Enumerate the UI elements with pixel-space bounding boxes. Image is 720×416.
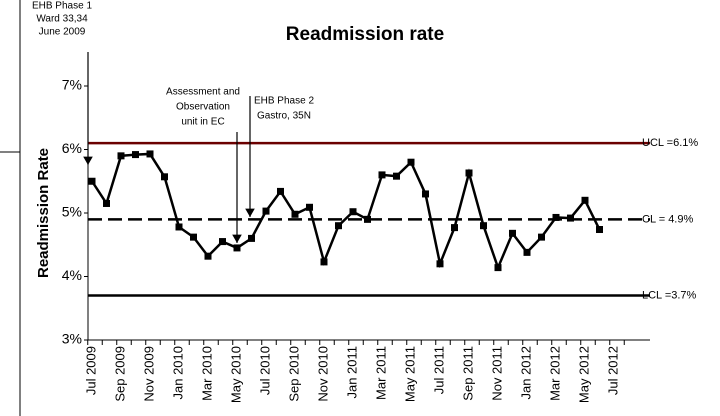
x-tick-label: Nov 2011 (489, 346, 504, 401)
data-point (378, 171, 386, 179)
series-line (90, 152, 601, 272)
data-point (567, 214, 574, 222)
y-axis-label: Readmission Rate (35, 148, 52, 278)
data-point (364, 215, 371, 223)
data-point (509, 229, 516, 237)
annotation-text: Observation (176, 102, 230, 113)
x-tick-label: May 2011 (402, 346, 417, 402)
annotation-text: Ward 33,34 (36, 14, 88, 25)
data-point (581, 196, 589, 204)
data-point (494, 264, 502, 272)
data-point (451, 224, 458, 232)
data-point (132, 151, 139, 159)
data-point (335, 222, 342, 230)
x-tick-label: Jul 2009 (83, 346, 98, 395)
x-tick-label: Nov 2009 (141, 346, 156, 402)
x-tick-label: Nov 2010 (315, 346, 330, 402)
x-tick-label: Sep 2009 (112, 346, 127, 402)
annotation-text: EHB Phase 1 (32, 1, 92, 12)
data-point (248, 234, 255, 242)
data-point (422, 190, 429, 198)
y-tick-label: 4% (62, 267, 82, 283)
y-tick-label: 3% (62, 331, 82, 347)
data-point (480, 222, 487, 230)
data-point (291, 210, 299, 218)
y-tick-label: 6% (62, 140, 82, 156)
data-point (146, 150, 154, 158)
chart-title: Readmission rate (286, 24, 444, 45)
x-tick-label: Mar 2011 (373, 346, 388, 400)
data-point (523, 248, 531, 256)
data-point (538, 233, 545, 241)
data-point (117, 152, 125, 160)
x-tick-label: Mar 2010 (199, 346, 214, 401)
x-tick-label: Jan 2012 (518, 346, 533, 400)
x-tick-label: Sep 2011 (460, 346, 475, 401)
data-point (175, 223, 183, 231)
data-point (349, 208, 357, 216)
annotation-text: Assessment and (166, 87, 240, 98)
annotation-text: EHB Phase 2 (254, 96, 314, 107)
reference-label: LCL =3.7% (642, 289, 697, 301)
data-point (103, 199, 110, 207)
x-tick-label: May 2010 (228, 346, 243, 403)
x-tick-label: Jul 2012 (605, 346, 620, 395)
x-tick-label: Jul 2011 (431, 346, 446, 394)
annotation-text: unit in EC (181, 117, 224, 128)
data-point (190, 233, 197, 241)
data-point (393, 172, 400, 180)
reference-label: CL = 4.9% (642, 213, 693, 225)
data-point (88, 177, 96, 185)
x-tick-label: Jan 2010 (170, 346, 185, 400)
data-point (277, 187, 284, 195)
reference-label: UCL =6.1% (642, 137, 698, 149)
data-point (320, 258, 328, 266)
data-point (306, 203, 313, 211)
data-point (596, 226, 603, 234)
data-point (233, 244, 241, 252)
data-point (161, 173, 168, 181)
data-point (465, 169, 473, 177)
x-tick-label: Sep 2010 (286, 346, 301, 402)
data-point (407, 158, 415, 166)
annotation-text: Gastro, 35N (257, 111, 311, 122)
data-point (552, 213, 560, 221)
data-point (262, 207, 270, 215)
data-point (436, 260, 444, 268)
data-point (219, 238, 226, 246)
x-tick-label: Mar 2012 (547, 346, 562, 401)
y-tick-label: 5% (62, 204, 82, 220)
x-tick-label: Jul 2010 (257, 346, 272, 395)
x-tick-label: Jan 2011 (344, 346, 359, 399)
x-tick-label: May 2012 (576, 346, 591, 403)
data-point (204, 252, 212, 260)
annotation-text: June 2009 (39, 27, 86, 38)
y-tick-label: 7% (62, 77, 82, 93)
